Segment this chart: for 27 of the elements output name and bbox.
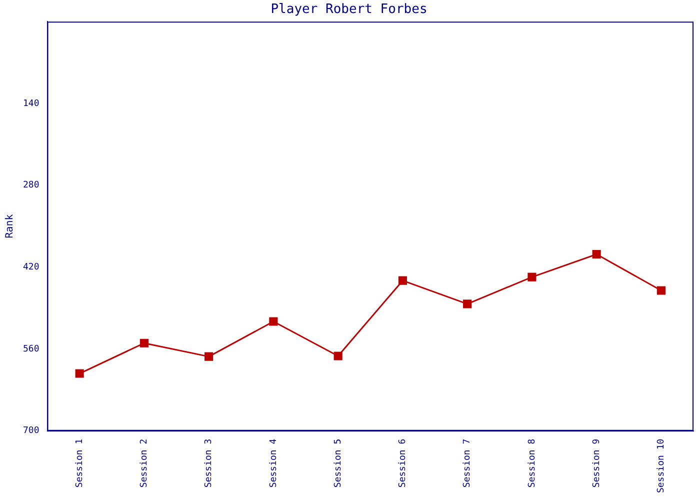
point xyxy=(463,300,472,308)
x-tick-label: Session 4 xyxy=(268,438,279,488)
x-tick-label: Session 7 xyxy=(462,438,473,488)
x-tick-label: Session 1 xyxy=(74,438,85,488)
x-tick-label: Session 5 xyxy=(333,438,344,488)
point xyxy=(398,276,407,285)
point xyxy=(75,369,84,378)
point xyxy=(528,272,536,282)
x-tick-label: Session 3 xyxy=(204,438,214,488)
y-tick-label: 140 xyxy=(22,98,40,109)
chart-title: Player Robert Forbes xyxy=(270,2,428,18)
x-tick-label: Session 9 xyxy=(592,438,602,488)
point xyxy=(204,352,214,361)
y-tick-label: 560 xyxy=(22,344,40,354)
point xyxy=(140,338,148,348)
y-tick-label: 420 xyxy=(22,262,40,272)
point xyxy=(656,286,666,295)
y-tick-label: 700 xyxy=(22,426,40,436)
x-tick-label: Session 8 xyxy=(527,438,538,488)
point xyxy=(592,250,601,259)
point xyxy=(269,317,278,326)
y-axis-title: Rank xyxy=(4,214,16,238)
point xyxy=(334,352,342,360)
x-tick-label: Session 10 xyxy=(656,438,667,494)
x-tick-label: Session 2 xyxy=(140,438,150,488)
x-tick-label: Session 6 xyxy=(398,438,408,488)
y-tick-label: 280 xyxy=(22,180,40,191)
